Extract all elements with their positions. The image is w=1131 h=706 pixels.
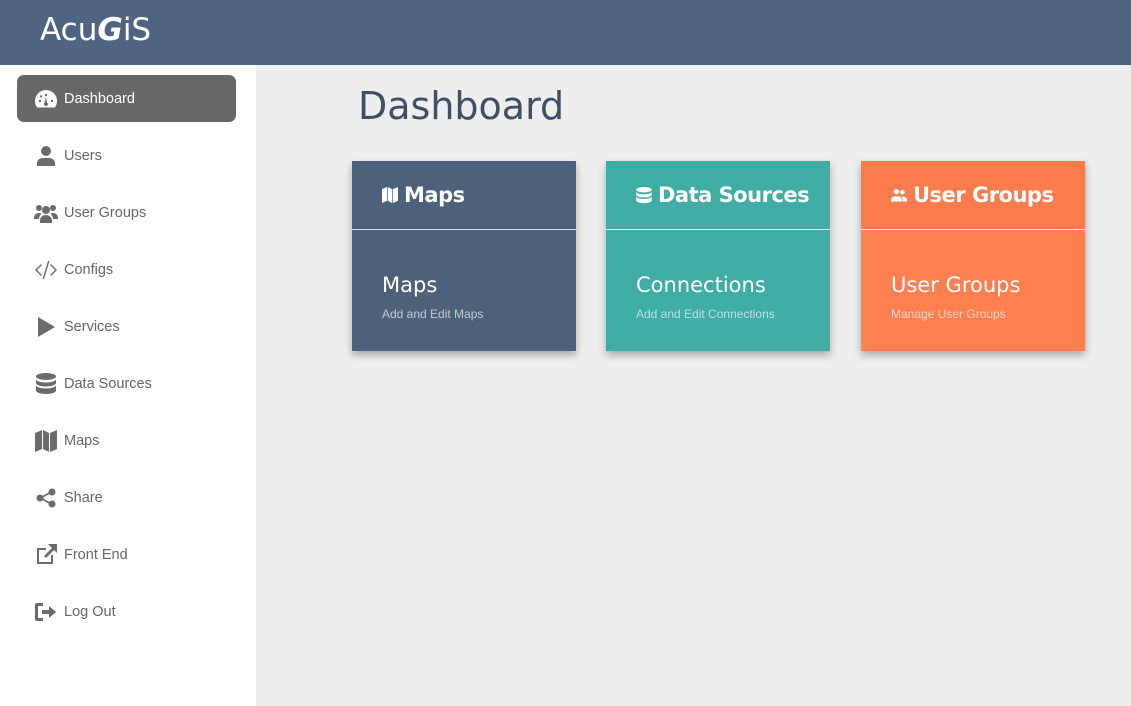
map-icon [382,187,398,203]
code-icon [34,258,58,282]
card-subtitle: Add and Edit Maps [382,307,484,321]
logout-icon [34,600,58,624]
card-maps[interactable]: Maps Maps Add and Edit Maps [352,161,576,351]
sidebar-item-log-out[interactable]: Log Out [17,588,236,635]
dashboard-icon [34,87,58,111]
sidebar-item-maps[interactable]: Maps [17,417,236,464]
card-header: Maps [352,161,576,230]
sidebar-item-services[interactable]: Services [17,303,236,350]
card-title[interactable]: Connections [636,273,766,297]
card-subtitle: Add and Edit Connections [636,307,775,321]
sidebar-item-dashboard[interactable]: Dashboard [17,75,236,122]
sidebar-item-label: Dashboard [64,90,135,107]
sidebar-item-label: User Groups [64,204,147,221]
card-header-label: Maps [404,183,465,207]
share-icon [34,486,58,510]
sidebar-item-front-end[interactable]: Front End [17,531,236,578]
card-header: User Groups [861,161,1085,230]
card-header: Data Sources [606,161,830,230]
sidebar: Dashboard Users User Groups Configs Serv… [0,65,256,706]
card-header-label: Data Sources [658,183,810,207]
card-user-groups[interactable]: User Groups User Groups Manage User Grou… [861,161,1085,351]
map-icon [34,429,58,453]
sidebar-item-label: Maps [64,432,100,449]
external-link-icon [34,543,58,567]
user-icon [34,144,58,168]
sidebar-item-label: Services [64,318,120,335]
card-header-label: User Groups [913,183,1054,207]
users-icon [891,189,907,202]
sidebar-item-label: Users [64,147,102,164]
sidebar-item-data-sources[interactable]: Data Sources [17,360,236,407]
database-icon [636,186,652,203]
sidebar-item-label: Share [64,489,103,506]
sidebar-item-label: Data Sources [64,375,152,392]
sidebar-item-users[interactable]: Users [17,132,236,179]
sidebar-item-share[interactable]: Share [17,474,236,521]
users-icon [34,201,58,225]
sidebar-item-configs[interactable]: Configs [17,246,236,293]
card-data-sources[interactable]: Data Sources Connections Add and Edit Co… [606,161,830,351]
top-bar: AcuGiS [0,0,1131,65]
sidebar-item-label: Configs [64,261,114,278]
card-title[interactable]: User Groups [891,273,1021,297]
card-subtitle: Manage User Groups [891,307,1006,321]
page-title: Dashboard [358,84,565,128]
sidebar-item-label: Front End [64,546,128,563]
sidebar-item-label: Log Out [64,603,116,620]
card-title[interactable]: Maps [382,273,438,297]
database-icon [34,372,58,396]
acugis-logo[interactable]: AcuGiS [40,12,152,48]
play-icon [34,315,58,339]
sidebar-item-user-groups[interactable]: User Groups [17,189,236,236]
